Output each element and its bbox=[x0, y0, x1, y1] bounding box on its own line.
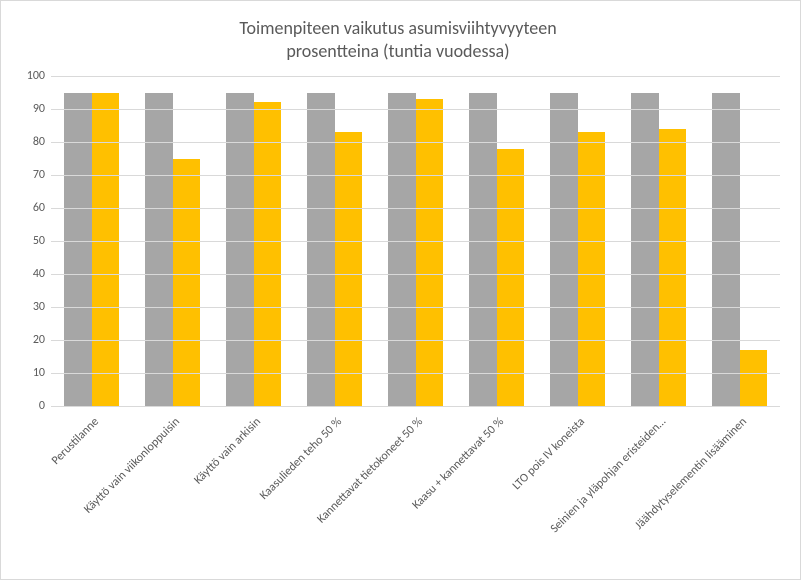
bar bbox=[226, 93, 254, 407]
gridline bbox=[51, 76, 780, 77]
gridline bbox=[51, 406, 780, 407]
y-tick-label: 20 bbox=[33, 333, 51, 347]
y-tick-label: 90 bbox=[33, 102, 51, 116]
x-label-cell: Kannettavat tietokoneet 50 % bbox=[375, 409, 456, 569]
chart-container: Toimenpiteen vaikutus asumisviihtyvyytee… bbox=[0, 0, 801, 580]
bar bbox=[740, 350, 768, 406]
gridline bbox=[51, 307, 780, 308]
bar bbox=[631, 93, 659, 407]
bar bbox=[64, 93, 92, 407]
x-axis-labels: PerustilanneKäyttö vain viikonloppuisinK… bbox=[51, 409, 780, 569]
x-label-cell: Kaasu + kannettavat 50 % bbox=[456, 409, 537, 569]
y-tick-label: 50 bbox=[33, 234, 51, 248]
chart-title-line2: prosentteina (tuntia vuodessa) bbox=[51, 40, 745, 63]
gridline bbox=[51, 340, 780, 341]
bar bbox=[388, 93, 416, 407]
bar bbox=[416, 99, 444, 406]
bar bbox=[335, 132, 363, 406]
plot-area: 0102030405060708090100 bbox=[51, 76, 780, 406]
x-label-cell: Kaasulieden teho 50 % bbox=[294, 409, 375, 569]
y-tick-label: 40 bbox=[33, 267, 51, 281]
y-tick-label: 0 bbox=[39, 399, 51, 413]
bar bbox=[578, 132, 606, 406]
x-label-cell: LTO pois IV koneista bbox=[537, 409, 618, 569]
x-label-cell: Seinien ja yläpohjan eristeiden… bbox=[618, 409, 699, 569]
gridline bbox=[51, 373, 780, 374]
x-tick-label: Perustilanne bbox=[49, 415, 102, 468]
gridline bbox=[51, 175, 780, 176]
y-tick-label: 10 bbox=[33, 366, 51, 380]
y-tick-label: 70 bbox=[33, 168, 51, 182]
gridline bbox=[51, 274, 780, 275]
y-tick-label: 100 bbox=[27, 69, 51, 83]
y-tick-label: 60 bbox=[33, 201, 51, 215]
bar bbox=[307, 93, 335, 407]
chart-title-line1: Toimenpiteen vaikutus asumisviihtyvyytee… bbox=[51, 17, 745, 40]
chart-title: Toimenpiteen vaikutus asumisviihtyvyytee… bbox=[51, 17, 745, 62]
y-tick-label: 80 bbox=[33, 135, 51, 149]
gridline bbox=[51, 142, 780, 143]
gridline bbox=[51, 109, 780, 110]
bar bbox=[712, 93, 740, 407]
x-label-cell: Käyttö vain arkisin bbox=[213, 409, 294, 569]
bar bbox=[173, 159, 201, 407]
x-label-cell: Perustilanne bbox=[51, 409, 132, 569]
x-label-cell: Käyttö vain viikonloppuisin bbox=[132, 409, 213, 569]
x-label-cell: Jäähdytyselementin lisääminen bbox=[699, 409, 780, 569]
bar bbox=[145, 93, 173, 407]
bar bbox=[92, 93, 120, 407]
bar bbox=[659, 129, 687, 406]
y-tick-label: 30 bbox=[33, 300, 51, 314]
gridline bbox=[51, 241, 780, 242]
bar bbox=[550, 93, 578, 407]
bar bbox=[497, 149, 525, 406]
bar bbox=[254, 102, 282, 406]
gridline bbox=[51, 208, 780, 209]
bar bbox=[469, 93, 497, 407]
